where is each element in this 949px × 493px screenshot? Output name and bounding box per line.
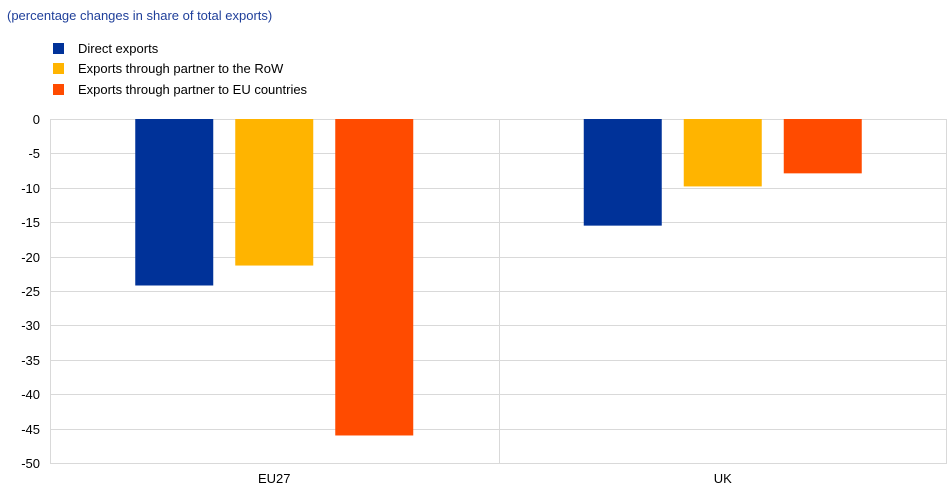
legend-swatch-exports-row [53, 63, 64, 75]
bar-eu27-series-0 [135, 119, 214, 286]
y-axis-ticks: 0 -5 -10 -15 -20 -25 -30 -35 -40 -45 -50 [21, 112, 40, 471]
x-tick-label: UK [714, 471, 732, 486]
legend-swatch-direct-exports [53, 42, 64, 54]
bar-eu27-series-1 [235, 119, 314, 266]
legend-label-exports-row: Exports through partner to the RoW [78, 61, 284, 77]
y-tick-label: -45 [21, 422, 40, 437]
bars [135, 119, 862, 436]
bar-uk-series-0 [583, 119, 662, 226]
y-tick-label: -15 [21, 215, 40, 230]
legend: Direct exports Exports through partner t… [53, 38, 307, 100]
y-tick-label: -50 [21, 456, 40, 471]
x-axis-ticks: EU27 UK [258, 471, 732, 486]
legend-item-exports-eu: Exports through partner to EU countries [53, 79, 307, 100]
legend-item-exports-row: Exports through partner to the RoW [53, 59, 307, 80]
legend-swatch-exports-eu [53, 83, 64, 95]
y-tick-label: 0 [33, 112, 40, 127]
y-tick-label: -20 [21, 250, 40, 265]
bar-uk-series-1 [683, 119, 762, 187]
legend-label-direct-exports: Direct exports [78, 40, 159, 56]
bar-eu27-series-2 [335, 119, 414, 436]
y-tick-label: -10 [21, 181, 40, 196]
bar-uk-series-2 [783, 119, 862, 174]
y-tick-label: -25 [21, 284, 40, 299]
y-tick-label: -5 [28, 146, 40, 161]
y-tick-label: -40 [21, 387, 40, 402]
legend-label-exports-eu: Exports through partner to EU countries [78, 81, 308, 97]
y-tick-label: -35 [21, 353, 40, 368]
x-tick-label: EU27 [258, 471, 291, 486]
legend-item-direct-exports: Direct exports [53, 38, 307, 59]
chart-subtitle: (percentage changes in share of total ex… [7, 8, 273, 23]
gridlines [50, 119, 947, 464]
y-tick-label: -30 [21, 318, 40, 333]
